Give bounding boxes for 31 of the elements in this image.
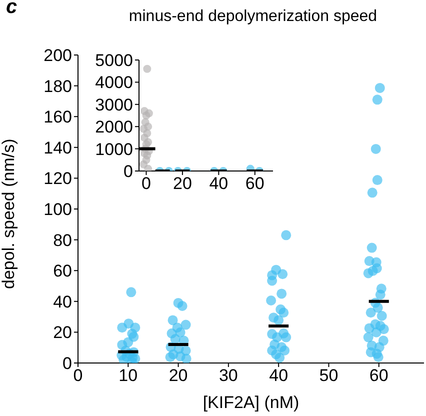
y-axis-title: depol. speed (nm/s) — [0, 138, 18, 289]
x-tick-label: 20 — [173, 174, 192, 194]
x-tick-label: 40 — [269, 366, 288, 386]
x-axis-title: [KIF2A] (nM) — [202, 393, 300, 412]
y-tick-label: 40 — [53, 292, 72, 312]
y-tick-label: 4000 — [95, 73, 133, 92]
text: c — [6, 0, 18, 19]
y-tick-label: 180 — [44, 76, 72, 96]
y-tick-label: 140 — [44, 138, 72, 158]
y-tick-label: 60 — [53, 262, 72, 281]
y-tick-label: 0 — [62, 354, 72, 374]
chart-title: minus-end depolymerization speed — [128, 8, 378, 26]
y-tick-label: 5000 — [95, 51, 133, 70]
y-tick-label: 0 — [124, 162, 133, 182]
y-tick-label: 2000 — [95, 118, 133, 137]
x-tick-label: 0 — [142, 174, 151, 194]
y-tick-label: 100 — [44, 200, 72, 220]
x-tick-label: 10 — [118, 366, 138, 386]
x-tick-label: 50 — [319, 366, 338, 386]
y-tick-label: 1000 — [95, 140, 133, 159]
y-tick-label: 3000 — [95, 95, 133, 114]
y-tick-label: 160 — [44, 108, 72, 127]
y-tick-label: 120 — [44, 169, 72, 188]
x-tick-label: 40 — [209, 174, 228, 194]
x-tick-label: 60 — [245, 174, 264, 194]
x-tick-label: 60 — [369, 366, 388, 386]
x-tick-label: 20 — [168, 366, 188, 386]
y-tick-label: 200 — [44, 46, 72, 66]
x-tick-label: 30 — [218, 366, 238, 386]
y-tick-label: 20 — [53, 323, 72, 342]
y-tick-label: 80 — [53, 230, 72, 250]
